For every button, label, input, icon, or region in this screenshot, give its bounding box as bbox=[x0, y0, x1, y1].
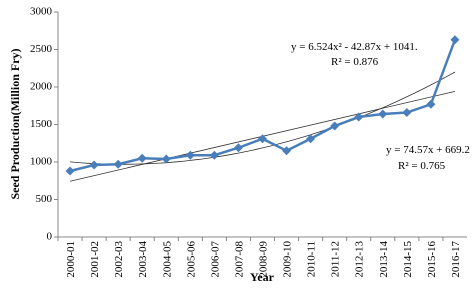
marker bbox=[402, 108, 412, 117]
y-tick-label: 0 bbox=[47, 231, 53, 243]
y-tick-label: 1000 bbox=[30, 156, 53, 168]
marker bbox=[330, 121, 340, 131]
annotation: R² = 0.876 bbox=[331, 56, 379, 68]
y-tick-label: 3000 bbox=[30, 6, 53, 18]
marker bbox=[306, 134, 316, 144]
annotation: y = 6.524x² - 42.87x + 1041. bbox=[291, 41, 418, 53]
x-tick-label: 2003-04 bbox=[137, 241, 149, 278]
marker bbox=[209, 150, 219, 160]
y-tick-label: 1500 bbox=[30, 118, 53, 130]
marker bbox=[258, 134, 267, 144]
x-tick-label: 2006-07 bbox=[209, 241, 221, 278]
marker bbox=[161, 154, 171, 164]
y-tick-label: 2500 bbox=[30, 43, 53, 55]
x-tick-label: 2010-11 bbox=[306, 241, 318, 277]
x-tick-label: 2008-09 bbox=[258, 241, 270, 278]
y-tick-label: 2000 bbox=[30, 81, 53, 93]
marker bbox=[354, 112, 364, 122]
x-tick-label: 2005-06 bbox=[185, 241, 197, 278]
x-tick-label: 2001-02 bbox=[89, 241, 101, 278]
annotation: R² = 0.765 bbox=[398, 160, 446, 172]
x-axis-title: Year bbox=[250, 270, 275, 284]
x-tick-label: 2012-13 bbox=[354, 241, 366, 278]
x-tick-label: 2016-17 bbox=[450, 241, 462, 278]
marker bbox=[450, 35, 460, 45]
x-tick-label: 2009-10 bbox=[282, 241, 294, 278]
x-tick-label: 2007-08 bbox=[233, 241, 245, 278]
marker bbox=[282, 146, 292, 156]
marker bbox=[185, 150, 195, 160]
x-tick-label: 2014-15 bbox=[402, 241, 414, 278]
marker bbox=[113, 159, 123, 169]
annotation: y = 74.57x + 669.2 bbox=[386, 144, 470, 156]
marker bbox=[426, 99, 436, 109]
poly-trendline bbox=[69, 71, 456, 165]
marker bbox=[65, 166, 75, 176]
marker bbox=[233, 143, 243, 153]
y-tick-label: 500 bbox=[36, 193, 53, 205]
y-axis-title: Seed Production(Million Fry) bbox=[8, 48, 22, 199]
x-tick-label: 2013-14 bbox=[378, 241, 390, 278]
marker bbox=[378, 109, 388, 119]
x-tick-label: 2004-05 bbox=[161, 241, 173, 278]
marker bbox=[137, 153, 147, 163]
x-tick-label: 2011-12 bbox=[330, 241, 342, 277]
marker bbox=[89, 160, 99, 170]
x-tick-label: 2015-16 bbox=[426, 241, 438, 278]
x-tick-label: 2000-01 bbox=[65, 241, 77, 278]
x-tick-label: 2002-03 bbox=[113, 241, 125, 278]
